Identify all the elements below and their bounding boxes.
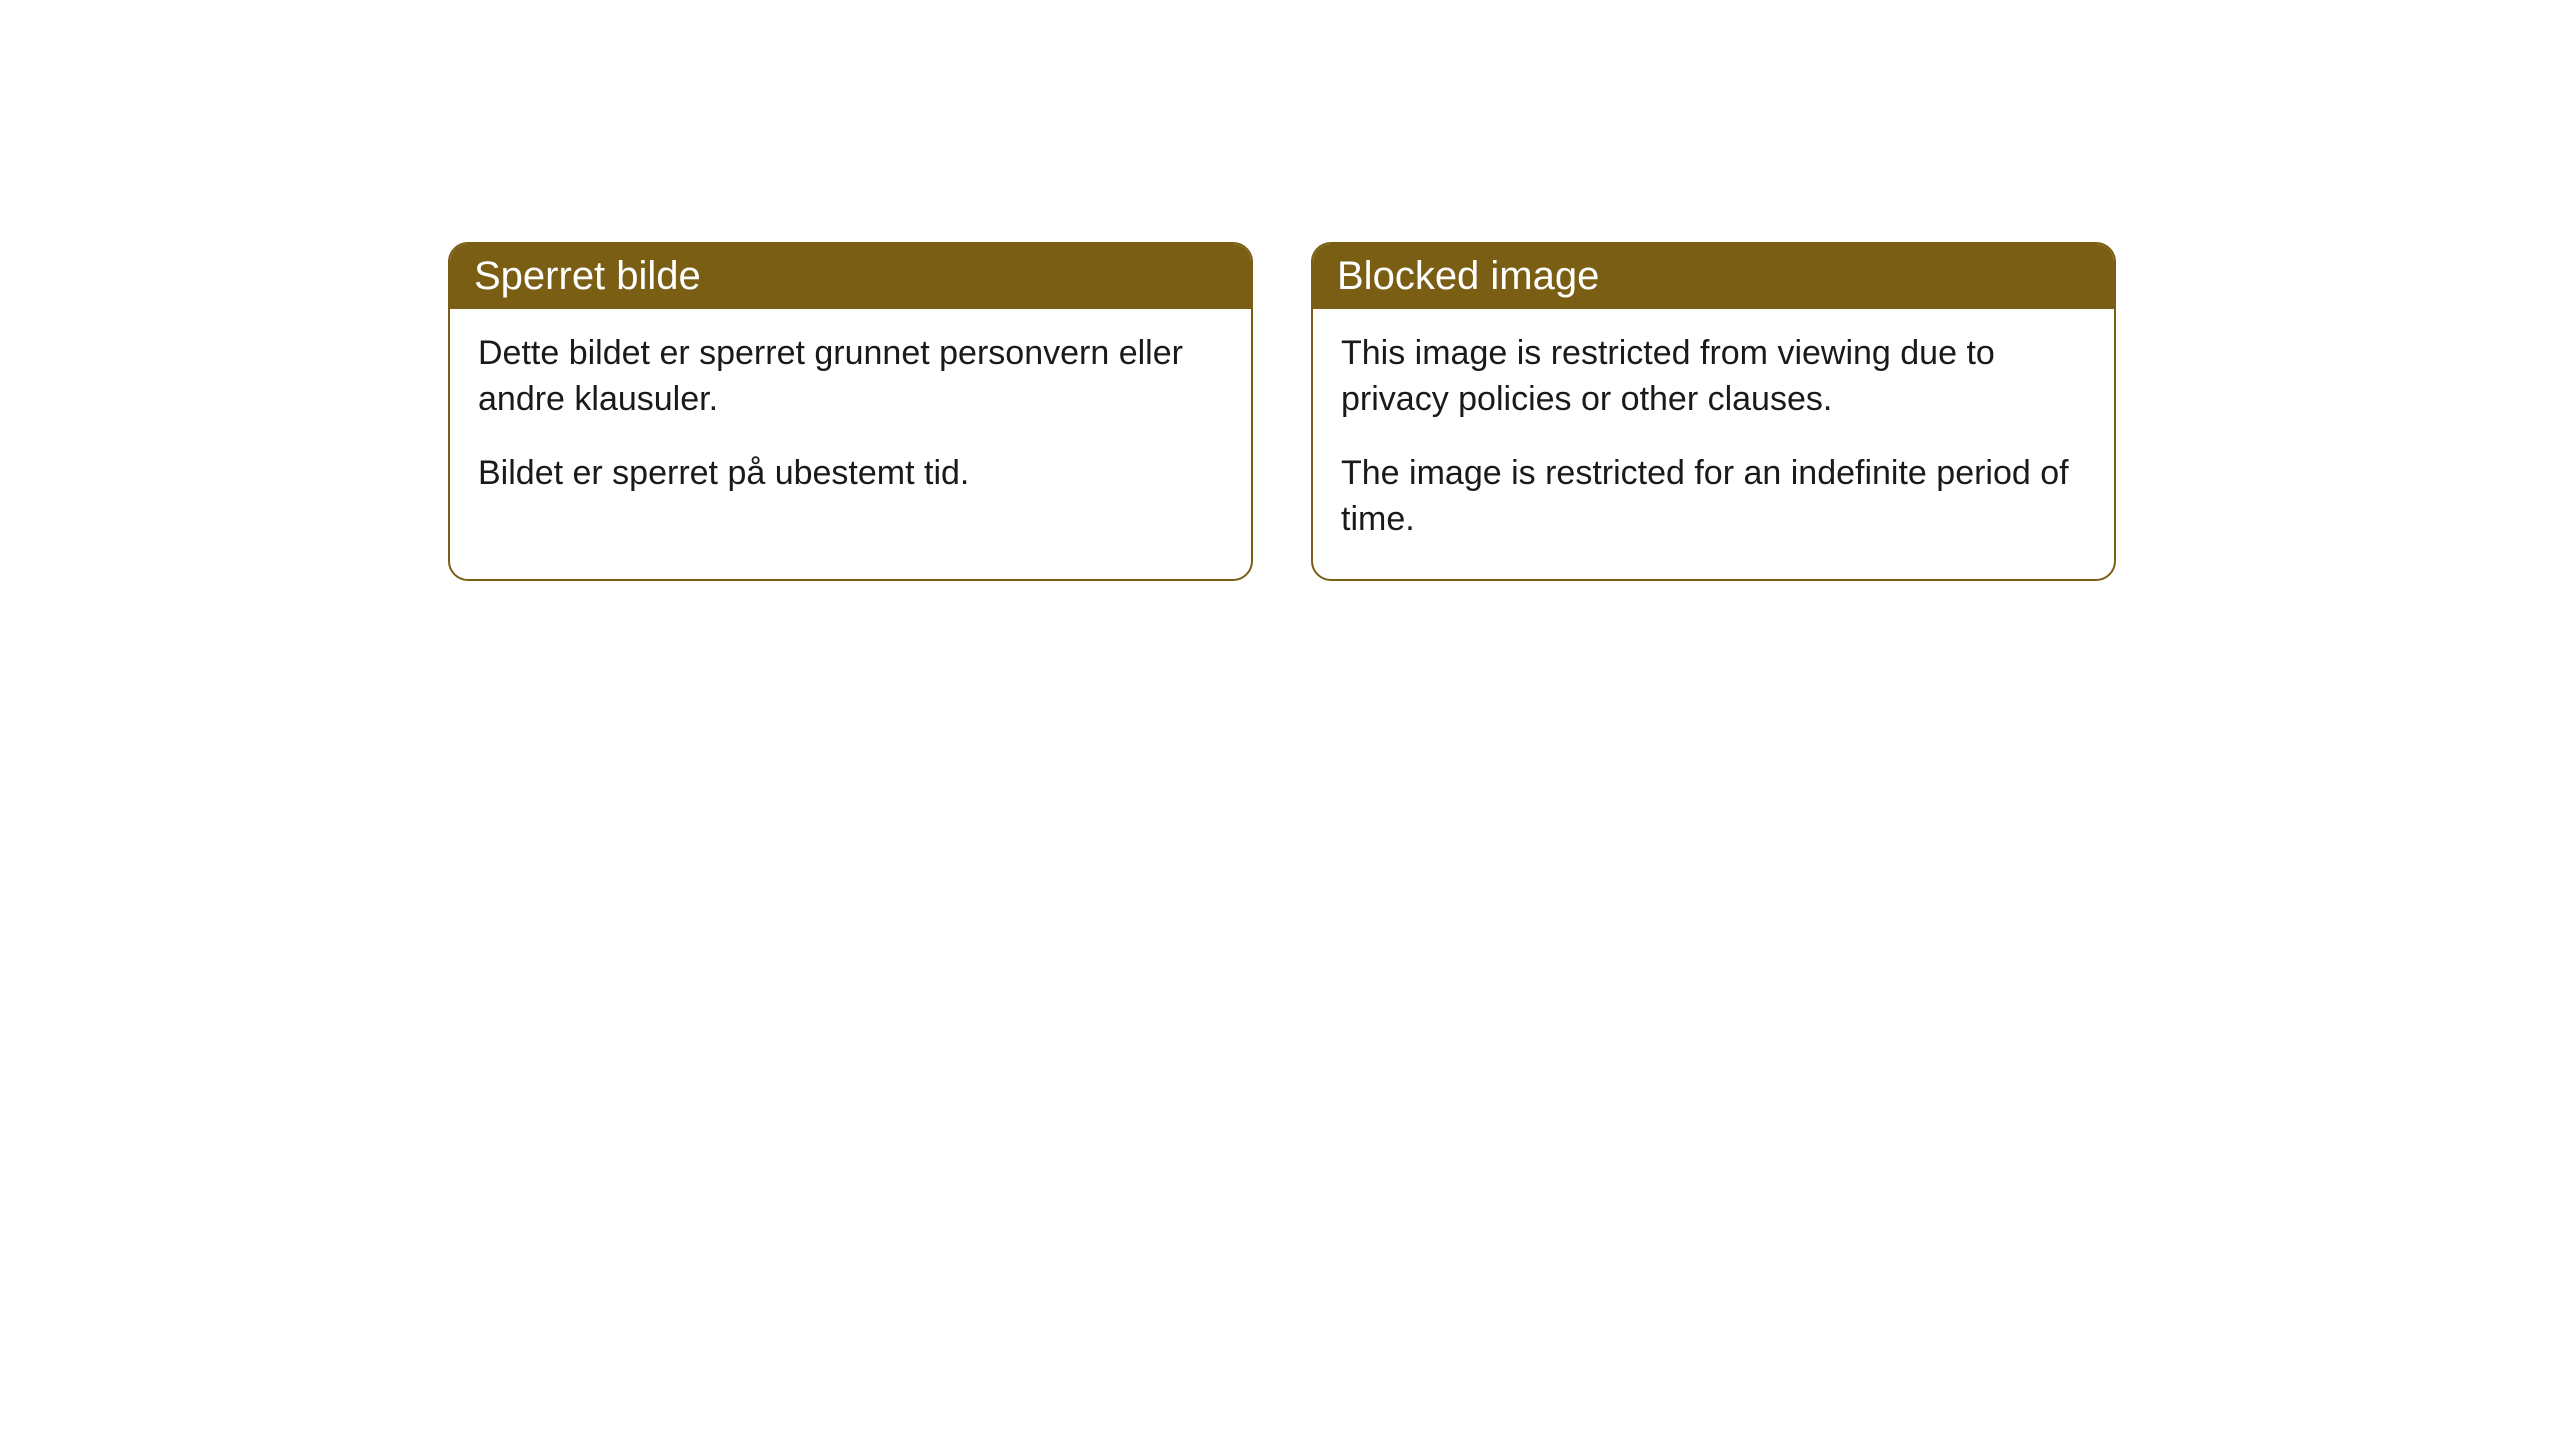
notice-container: Sperret bilde Dette bildet er sperret gr… — [448, 242, 2116, 581]
card-text-1: This image is restricted from viewing du… — [1341, 331, 2086, 423]
card-text-2: Bildet er sperret på ubestemt tid. — [478, 451, 1223, 497]
notice-card-norwegian: Sperret bilde Dette bildet er sperret gr… — [448, 242, 1253, 581]
notice-card-english: Blocked image This image is restricted f… — [1311, 242, 2116, 581]
card-body: This image is restricted from viewing du… — [1313, 309, 2114, 579]
card-header: Blocked image — [1313, 244, 2114, 309]
card-body: Dette bildet er sperret grunnet personve… — [450, 309, 1251, 533]
card-text-2: The image is restricted for an indefinit… — [1341, 451, 2086, 543]
card-header: Sperret bilde — [450, 244, 1251, 309]
card-text-1: Dette bildet er sperret grunnet personve… — [478, 331, 1223, 423]
